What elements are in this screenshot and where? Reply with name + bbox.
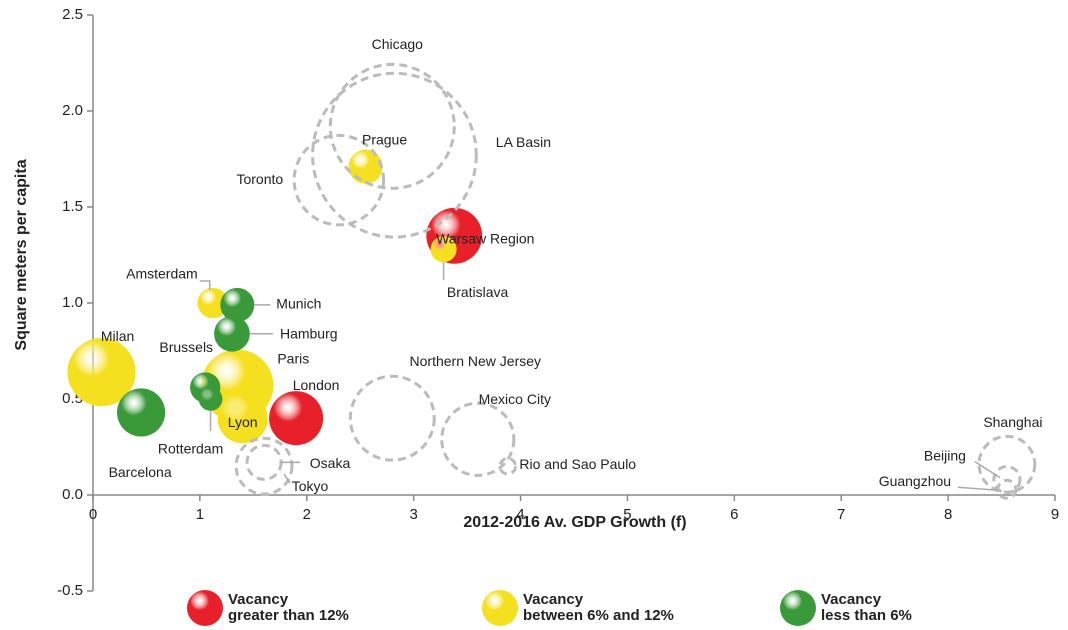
leader-line bbox=[283, 473, 291, 484]
y-tick-label: 2.5 bbox=[62, 6, 83, 23]
leader-line bbox=[957, 486, 998, 491]
bubble bbox=[234, 436, 294, 496]
bubble bbox=[198, 387, 223, 411]
x-tick-label: 8 bbox=[944, 506, 952, 523]
bubble-label: Mexico City bbox=[479, 391, 551, 407]
bubble bbox=[348, 149, 383, 184]
bubble-label: Rotterdam bbox=[158, 441, 223, 457]
bubble-label: Osaka bbox=[310, 455, 351, 471]
bubble-label: Milan bbox=[101, 328, 134, 344]
bubble-label: Chicago bbox=[372, 36, 424, 52]
bubble bbox=[430, 236, 457, 263]
y-axis-title: Square meters per capita bbox=[13, 159, 30, 350]
y-tick-label: -0.5 bbox=[57, 582, 83, 599]
x-tick-label: 1 bbox=[196, 506, 204, 523]
bubble bbox=[328, 62, 456, 190]
x-tick-label: 5 bbox=[623, 506, 631, 523]
bubble-label: Lyon bbox=[228, 414, 258, 430]
x-tick-label: 3 bbox=[409, 506, 417, 523]
bubble bbox=[311, 71, 478, 239]
bubble-label: Barcelona bbox=[109, 464, 172, 480]
bubble-label: Tokyo bbox=[292, 478, 329, 494]
bubble bbox=[498, 456, 517, 476]
x-axis-title: 2012-2016 Av. GDP Growth (f) bbox=[463, 514, 686, 531]
legend-swatch bbox=[482, 590, 518, 626]
bubble-label: Guangzhou bbox=[879, 473, 951, 489]
bubble bbox=[117, 388, 166, 437]
bubble bbox=[996, 478, 1018, 500]
bubble bbox=[214, 315, 250, 352]
bubble-label: Paris bbox=[277, 350, 309, 366]
bubble-label: Rio and Sao Paulo bbox=[519, 456, 636, 472]
bubble-label: London bbox=[293, 377, 340, 393]
bubble-label: Shanghai bbox=[983, 414, 1042, 430]
legend-label: Vacancy between 6% and 12% bbox=[523, 591, 674, 624]
bubble bbox=[220, 287, 255, 322]
bubble bbox=[245, 443, 283, 481]
bubble bbox=[348, 374, 436, 462]
x-tick-label: 2 bbox=[303, 506, 311, 523]
bubble bbox=[440, 401, 516, 477]
legend-swatch bbox=[780, 590, 816, 626]
x-tick-label: 7 bbox=[837, 506, 845, 523]
leader-line bbox=[974, 461, 1001, 479]
y-tick-label: 0.0 bbox=[62, 486, 83, 503]
x-tick-label: 4 bbox=[516, 506, 524, 523]
y-tick-label: 1.0 bbox=[62, 294, 83, 311]
bubble-label: Amsterdam bbox=[126, 266, 198, 282]
bubble-label: Bratislava bbox=[447, 284, 509, 300]
y-tick-label: 1.5 bbox=[62, 198, 83, 215]
bubble bbox=[217, 393, 268, 444]
legend-label: Vacancy less than 6% bbox=[821, 591, 912, 624]
legend-label: Vacancy greater than 12% bbox=[228, 591, 349, 624]
bubble bbox=[977, 434, 1037, 494]
bubble-label: Prague bbox=[362, 131, 407, 147]
bubble bbox=[292, 133, 386, 227]
bubble-label: Brussels bbox=[159, 339, 213, 355]
bubble-label: Warsaw Region bbox=[436, 231, 534, 247]
bubble bbox=[992, 465, 1022, 495]
bubble-label: LA Basin bbox=[496, 134, 551, 150]
x-tick-label: 9 bbox=[1051, 506, 1059, 523]
bubble-label: Northern New Jersey bbox=[410, 353, 542, 369]
bubble-label: Munich bbox=[276, 296, 321, 312]
x-tick-label: 0 bbox=[89, 506, 97, 523]
x-tick-label: 6 bbox=[730, 506, 738, 523]
leader-line bbox=[199, 280, 211, 290]
bubble bbox=[197, 287, 228, 319]
legend-swatch bbox=[187, 590, 223, 626]
bubble bbox=[67, 338, 136, 407]
bubble-label: Hamburg bbox=[280, 325, 338, 341]
bubble-label: Toronto bbox=[236, 171, 283, 187]
bubble bbox=[269, 391, 324, 446]
bubble-label: Beijing bbox=[924, 447, 966, 463]
y-tick-label: 2.0 bbox=[62, 102, 83, 119]
